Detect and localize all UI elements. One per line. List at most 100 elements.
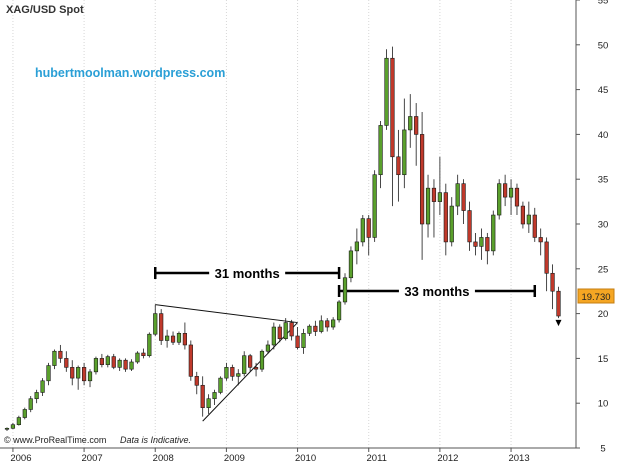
candle-body-down [170,335,176,343]
candle-body-up [348,250,354,279]
candle-body-down [544,241,549,274]
candle-body-down [230,367,235,377]
candle-body-down [277,326,282,339]
candle-body-up [22,409,27,418]
candle-body-up [271,326,276,346]
candle-body-down [467,210,472,243]
candle-body-up [147,333,152,357]
candle [123,358,128,372]
candle [206,394,211,414]
y-tick-label: 25 [598,264,609,275]
candle [99,353,104,368]
candle [64,351,69,372]
candle [248,353,253,372]
candle [46,362,51,386]
candle [76,365,81,390]
measure-label: 31 months [215,266,280,281]
candle-body-up [76,367,81,379]
candle-body-down [443,192,448,243]
candle-body-up [378,125,383,176]
candle [390,46,395,207]
x-tick-label: 2012 [437,453,458,464]
candle [313,320,318,336]
x-tick-label: 2008 [153,453,174,464]
x-tick-label: 2006 [10,453,31,464]
candle [165,329,170,348]
candle-body-up [165,335,170,341]
y-tick-label: 10 [598,399,609,410]
axis-layer: 2006 2007 2008 2009 2010 2011 2012 2013 5 10 15 20 2… [10,0,608,464]
y-tick-label: 50 [598,40,609,51]
candle-body-up [135,352,140,363]
measure-annotation: 31 months [154,264,341,281]
candle [200,376,205,417]
candle-body-up [176,333,182,343]
candle [176,331,182,345]
candle [259,349,265,372]
candle [283,318,288,341]
candle-body-down [58,350,63,359]
candle-body-down [366,218,371,238]
candle-body-up [437,192,442,202]
y-tick-label: 35 [598,175,609,186]
candle [40,378,45,397]
candle [360,215,365,247]
candle-body-up [372,174,377,238]
candle-body-up [93,358,99,373]
candle [336,300,342,323]
candle [532,207,537,242]
candle-body-down [550,272,555,292]
candle-body-up [224,367,229,379]
candle [52,349,57,370]
candle-body-up [259,350,265,370]
measure-label: 33 months [404,284,469,299]
candle-body-up [40,380,45,393]
candle [455,174,460,216]
candle [526,201,531,233]
candle [28,396,33,413]
candle [449,197,454,247]
candle-body-up [212,392,217,400]
candle [194,371,199,395]
candle-body-down [123,359,128,370]
candle [485,232,490,265]
candle-body-up [354,241,359,252]
candle-body-down [289,322,294,337]
candle [10,422,16,430]
candle-body-down [485,237,490,252]
candle [372,170,377,242]
candle [105,354,110,368]
measure-annotation: 33 months [337,282,537,299]
candle [4,427,10,431]
candle [331,317,336,330]
candle [265,340,271,354]
candle [34,389,39,404]
y-tick-label: 45 [598,85,609,96]
candle-body-up [105,356,110,365]
candle-body-down [414,116,419,135]
x-tick-label: 2011 [367,453,387,464]
candle [538,228,543,256]
candle [188,340,193,381]
candle-body-up [479,237,484,247]
candle-body-down [503,183,508,198]
candle-body-down [538,237,543,243]
candle-body-down [396,156,401,176]
y-tick-label: 5 [600,444,605,455]
annotation-layer: 31 months 33 months [154,264,562,422]
candle-body-up [342,277,348,303]
candle-body-up [508,187,514,198]
candle-body-up [129,361,134,370]
candle-body-down [182,333,188,346]
candle [307,324,312,336]
candle [230,364,235,381]
candle [295,327,300,350]
candle [253,362,259,377]
x-tick-label: 2010 [295,453,316,464]
candle-body-up [10,424,16,429]
candle-body-up [87,371,93,382]
candle-body-up [408,116,413,131]
candle [277,324,282,343]
candle [218,376,223,395]
candle [520,201,526,229]
